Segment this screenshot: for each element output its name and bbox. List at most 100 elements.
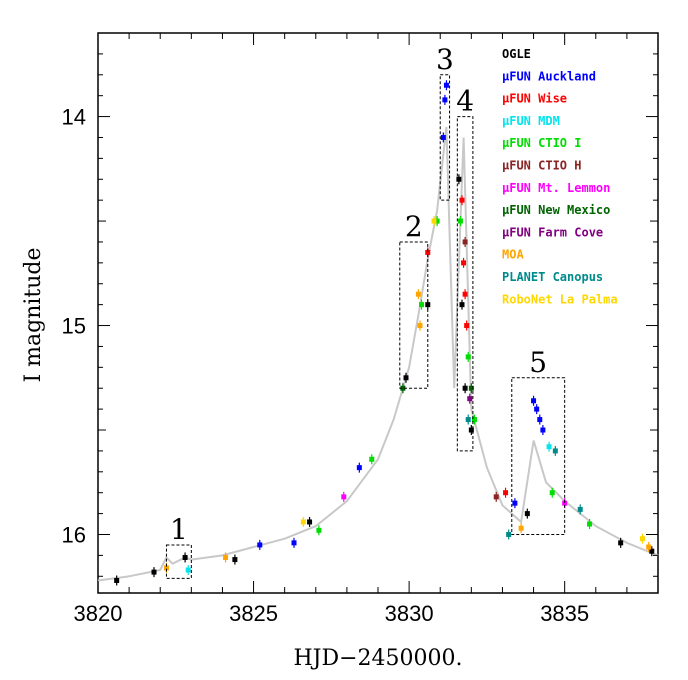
data-point <box>546 444 552 450</box>
series-fun-auckland <box>257 80 546 550</box>
data-point <box>512 500 518 506</box>
data-point <box>369 456 375 462</box>
data-point <box>618 540 624 546</box>
data-point <box>316 527 322 533</box>
data-point <box>151 569 157 575</box>
legend-entry: μFUN CTIO H <box>502 159 581 173</box>
data-point <box>467 396 473 402</box>
data-point <box>440 134 446 140</box>
zoom-box-4 <box>456 116 474 452</box>
data-point <box>443 82 449 88</box>
zoom-box-label-4: 4 <box>456 85 474 118</box>
data-point <box>537 417 543 423</box>
data-point <box>457 218 463 224</box>
data-point <box>639 536 645 542</box>
legend: OGLE μFUN Auckland μFUN Wise μFUN MDM μFUN C… <box>502 47 618 306</box>
zoom-box-label-1: 1 <box>170 513 188 546</box>
legend-entry: PLANET Canopus <box>502 270 603 284</box>
legend-entry: μFUN Wise <box>502 92 567 106</box>
data-point <box>307 519 313 525</box>
data-point <box>493 494 499 500</box>
data-point <box>506 531 512 537</box>
data-point <box>562 500 568 506</box>
y-tick-label: 16 <box>62 522 86 547</box>
data-point <box>459 302 465 308</box>
x-tick-label: 3830 <box>385 601 434 626</box>
series-fun-wise <box>425 195 509 498</box>
zoom-box-label-2: 2 <box>405 210 423 243</box>
data-point <box>163 565 169 571</box>
legend-entry: μFUN MDM <box>502 114 560 128</box>
data-point <box>223 554 229 560</box>
data-point <box>468 385 474 391</box>
data-point <box>646 544 652 550</box>
data-point <box>534 406 540 412</box>
data-point <box>518 525 524 531</box>
zoom-box-5 <box>511 377 566 535</box>
legend-entry: μFUN New Mexico <box>502 203 610 217</box>
series-planet-canopus <box>465 414 583 540</box>
y-tick-label: 14 <box>62 105 86 130</box>
data-point <box>462 385 468 391</box>
data-point <box>503 490 509 496</box>
series-moa <box>163 289 652 573</box>
series-fun-new-mexico <box>400 383 474 394</box>
data-point <box>341 494 347 500</box>
data-point <box>649 548 655 554</box>
data-point <box>540 427 546 433</box>
zoom-box-3 <box>439 74 451 201</box>
data-point <box>400 385 406 391</box>
legend-entry: μFUN Auckland <box>502 69 596 83</box>
data-point <box>417 323 423 329</box>
data-point <box>291 540 297 546</box>
y-axis-title: I magnitude <box>21 247 46 382</box>
legend-entry: μFUN Farm Cove <box>502 225 603 239</box>
legend-entry: MOA <box>502 248 524 262</box>
data-point <box>356 465 362 471</box>
data-point <box>257 542 263 548</box>
data-point <box>468 427 474 433</box>
data-point <box>300 519 306 525</box>
zoom-boxes-layer: 1 2 34 5 <box>165 43 566 579</box>
data-point <box>471 417 477 423</box>
data-point <box>462 291 468 297</box>
legend-entry: RoboNet La Palma <box>502 292 618 306</box>
series-fun-mt-lemmon <box>341 491 568 509</box>
data-point <box>431 218 437 224</box>
data-point <box>552 448 558 454</box>
legend-entry: μFUN CTIO I <box>502 136 581 150</box>
data-point <box>442 97 448 103</box>
data-point <box>462 239 468 245</box>
x-tick-label: 3820 <box>74 601 123 626</box>
data-point <box>461 260 467 266</box>
data-points-layer <box>114 80 655 586</box>
data-point <box>524 511 530 517</box>
data-point <box>415 291 421 297</box>
data-point <box>587 521 593 527</box>
series-fun-farm-cove <box>467 393 473 404</box>
data-point <box>459 197 465 203</box>
zoom-box-label-3: 3 <box>436 43 454 76</box>
data-point <box>465 354 471 360</box>
series-fun-mdm <box>185 441 552 576</box>
data-point <box>465 417 471 423</box>
data-point <box>232 557 238 563</box>
data-point <box>464 323 470 329</box>
zoom-box-label-5: 5 <box>529 346 547 379</box>
data-point <box>425 249 431 255</box>
data-point <box>577 506 583 512</box>
zoom-box-1 <box>165 544 192 579</box>
series-robonet-la-palma <box>300 216 645 544</box>
data-point <box>419 302 425 308</box>
data-point <box>456 176 462 182</box>
y-tick-label: 15 <box>62 314 86 339</box>
data-point <box>403 375 409 381</box>
x-tick-label: 3825 <box>229 601 278 626</box>
x-tick-label: 3835 <box>540 601 589 626</box>
series-fun-ctio-h <box>462 236 499 502</box>
data-point <box>182 554 188 560</box>
legend-entry: μFUN Mt. Lemmon <box>502 181 610 195</box>
data-point <box>114 577 120 583</box>
